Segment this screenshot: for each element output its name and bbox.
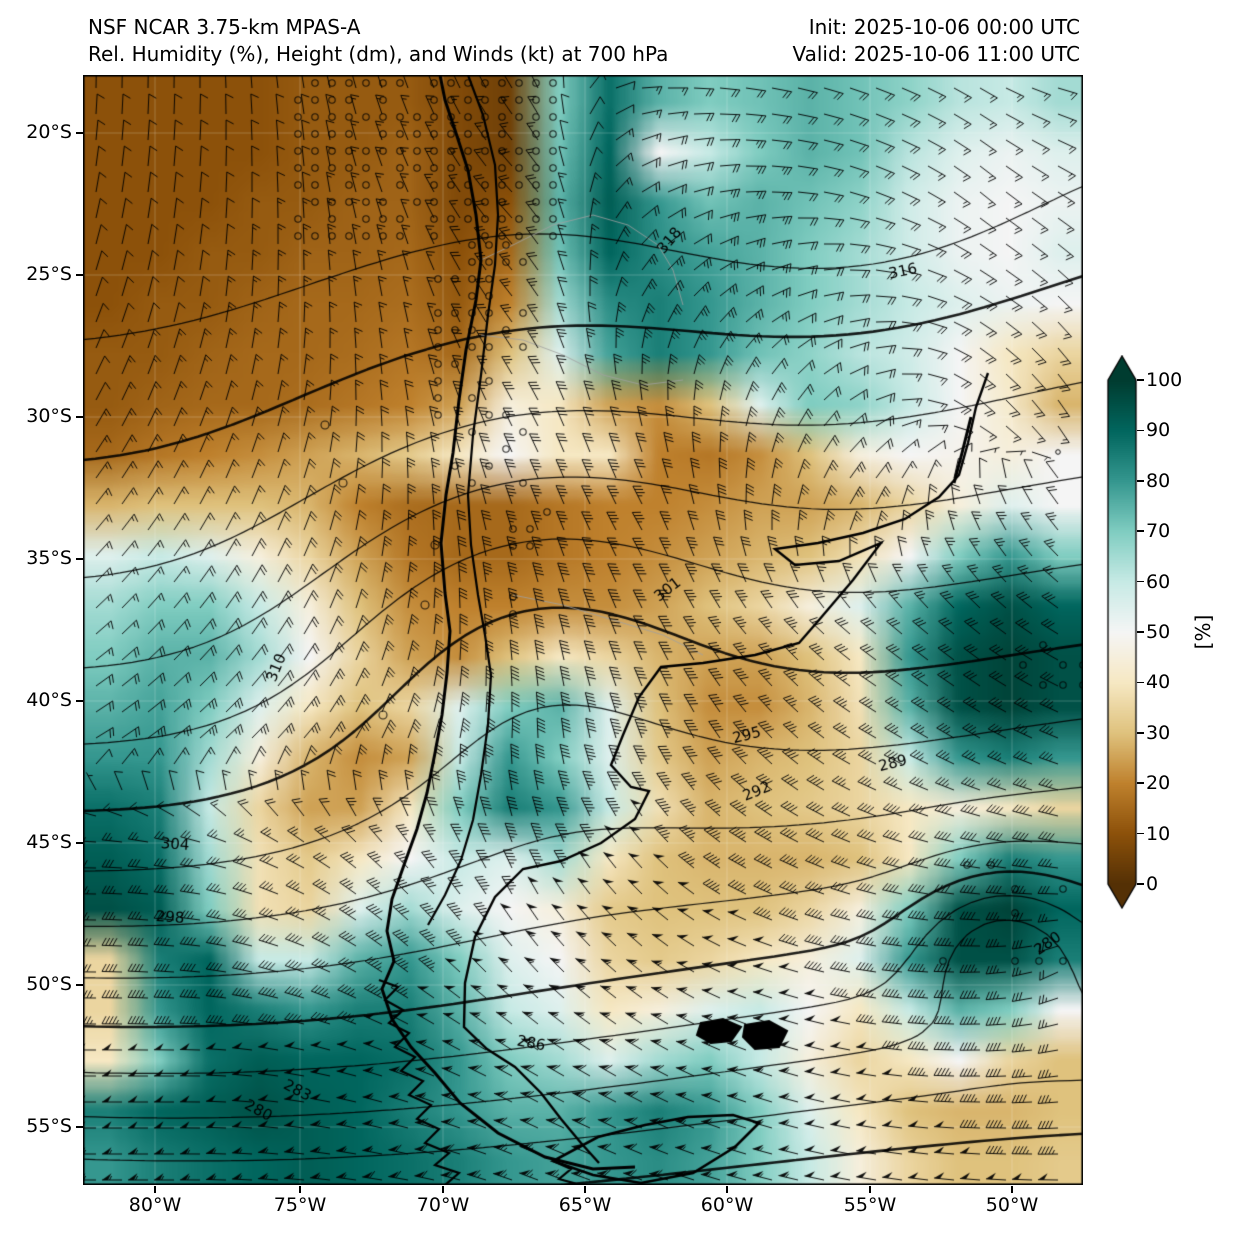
x-tick-mark: [1011, 1186, 1013, 1193]
colorbar-tick-mark: [1137, 681, 1144, 684]
y-tick-label: 50°S: [26, 973, 72, 995]
y-tick-label: 20°S: [26, 121, 72, 143]
y-tick-mark: [76, 842, 83, 844]
x-tick-mark: [299, 1186, 301, 1193]
colorbar-tick-mark: [1137, 832, 1144, 835]
title-block-left: NSF NCAR 3.75-km MPAS-A Rel. Humidity (%…: [88, 14, 668, 68]
x-tick-mark: [442, 1186, 444, 1193]
x-tick-label: 60°W: [700, 1194, 754, 1216]
x-tick-mark: [584, 1186, 586, 1193]
colorbar-tick-mark: [1137, 732, 1144, 734]
colorbar-tick-mark: [1137, 631, 1144, 633]
colorbar-tick-mark: [1137, 530, 1144, 532]
colorbar-unit-label: [%]: [1191, 614, 1215, 650]
colorbar-tick-label: 40: [1146, 671, 1171, 694]
colorbar-tick-label: 60: [1146, 570, 1171, 593]
x-tick-label: 55°W: [843, 1194, 897, 1216]
colorbar-tick-label: 30: [1146, 721, 1171, 744]
colorbar-tick-label: 20: [1146, 772, 1171, 795]
colorbar-tick-mark: [1137, 883, 1144, 885]
colorbar-tick-mark: [1137, 379, 1144, 381]
y-tick-label: 30°S: [26, 405, 72, 427]
x-tick-label: 70°W: [416, 1194, 470, 1216]
colorbar-tick-label: 0: [1146, 873, 1159, 895]
x-tick-mark: [869, 1186, 871, 1193]
colorbar-tick-label: 50: [1146, 621, 1171, 643]
x-tick-mark: [726, 1186, 728, 1193]
x-tick-label: 80°W: [128, 1194, 182, 1216]
y-tick-mark: [76, 984, 83, 986]
colorbar-tick-mark: [1137, 480, 1144, 482]
y-tick-mark: [76, 1126, 83, 1128]
colorbar-tick-mark: [1137, 580, 1144, 583]
valid-time: Valid: 2025-10-06 11:00 UTC: [792, 42, 1080, 66]
y-tick-label: 35°S: [26, 547, 72, 569]
model-title: NSF NCAR 3.75-km MPAS-A: [88, 15, 361, 39]
weather-map-canvas: [83, 75, 1083, 1185]
colorbar-tick-label: 100: [1146, 369, 1183, 391]
colorbar-tick-mark: [1137, 782, 1144, 784]
y-tick-mark: [76, 274, 83, 276]
y-tick-label: 55°S: [26, 1115, 72, 1137]
colorbar-tick-label: 10: [1146, 822, 1171, 845]
y-tick-mark: [76, 416, 83, 418]
y-tick-mark: [76, 132, 83, 134]
title-block-right: Init: 2025-10-06 00:00 UTC Valid: 2025-1…: [792, 14, 1080, 68]
x-tick-label: 50°W: [985, 1194, 1039, 1216]
x-tick-label: 65°W: [558, 1194, 612, 1216]
init-time: Init: 2025-10-06 00:00 UTC: [808, 15, 1080, 39]
colorbar-tick-label: 70: [1146, 520, 1171, 543]
colorbar-tick-label: 90: [1146, 419, 1171, 442]
x-tick-label: 75°W: [273, 1194, 327, 1216]
colorbar: [1106, 355, 1138, 911]
colorbar-tick-label: 80: [1146, 469, 1171, 492]
y-tick-mark: [76, 700, 83, 702]
fields-title: Rel. Humidity (%), Height (dm), and Wind…: [88, 42, 669, 66]
y-tick-mark: [76, 558, 83, 560]
x-tick-mark: [154, 1186, 156, 1193]
y-tick-label: 40°S: [26, 689, 72, 711]
y-tick-label: 25°S: [26, 263, 72, 285]
y-tick-label: 45°S: [26, 831, 72, 853]
colorbar-tick-mark: [1137, 429, 1144, 432]
